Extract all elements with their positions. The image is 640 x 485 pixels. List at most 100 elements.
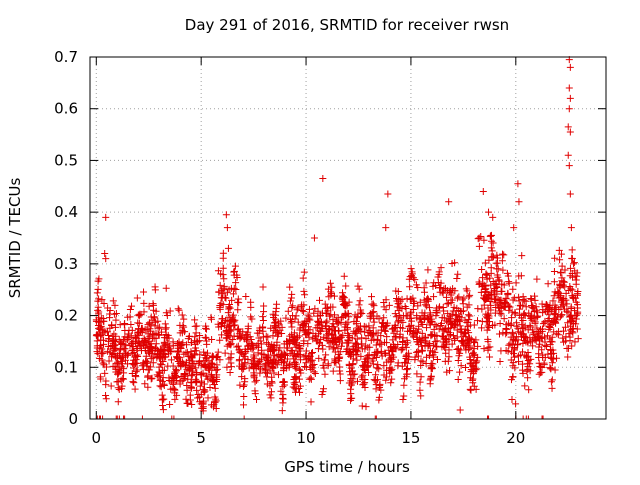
- data-point: [119, 375, 127, 383]
- data-point: [175, 306, 183, 314]
- data-point: [324, 285, 332, 293]
- data-point: [267, 394, 275, 402]
- data-point: [399, 338, 407, 346]
- data-point: [101, 327, 109, 335]
- data-point: [131, 385, 139, 393]
- data-point: [518, 321, 526, 329]
- data-point: [223, 224, 231, 232]
- y-tick-label: 0.1: [54, 358, 78, 376]
- data-point: [112, 368, 120, 376]
- data-point: [320, 333, 328, 341]
- data-point: [281, 378, 289, 386]
- data-point: [329, 303, 337, 311]
- data-point: [392, 323, 400, 331]
- data-point: [373, 376, 381, 384]
- data-point: [186, 391, 194, 399]
- data-point: [244, 355, 252, 363]
- data-point: [273, 300, 281, 308]
- data-point: [157, 383, 165, 391]
- data-point: [254, 349, 262, 357]
- data-point: [286, 283, 294, 291]
- data-point: [479, 274, 487, 282]
- data-point: [150, 330, 158, 338]
- data-point: [171, 385, 179, 393]
- data-point: [200, 388, 208, 396]
- data-point: [193, 386, 201, 394]
- data-point: [151, 283, 159, 291]
- data-point: [159, 406, 167, 414]
- data-point: [523, 360, 531, 368]
- data-point: [200, 348, 208, 356]
- data-point: [300, 308, 308, 316]
- data-point: [308, 349, 316, 357]
- data-point: [447, 330, 455, 338]
- data-point: [197, 379, 205, 387]
- data-point: [152, 345, 160, 353]
- data-point: [329, 345, 337, 353]
- data-point: [282, 314, 290, 322]
- data-point: [517, 314, 525, 322]
- data-point: [133, 294, 141, 302]
- data-point: [187, 383, 195, 391]
- data-point: [154, 317, 162, 325]
- data-point: [453, 316, 461, 324]
- data-point: [534, 312, 542, 320]
- data-point: [124, 350, 132, 358]
- data-point: [349, 371, 357, 379]
- data-point: [98, 345, 106, 353]
- data-point: [400, 392, 408, 400]
- data-point: [418, 329, 426, 337]
- data-point: [295, 341, 303, 349]
- data-point: [225, 355, 233, 363]
- data-point: [427, 332, 435, 340]
- data-point: [201, 361, 209, 369]
- data-point: [207, 313, 215, 321]
- data-point: [241, 349, 249, 357]
- data-point: [573, 311, 581, 319]
- data-point: [100, 299, 108, 307]
- data-point: [227, 326, 235, 334]
- data-point: [463, 303, 471, 311]
- data-point: [286, 360, 294, 368]
- data-point: [183, 386, 191, 394]
- data-point: [531, 319, 539, 327]
- data-point: [524, 356, 532, 364]
- data-point: [262, 364, 270, 372]
- data-point: [533, 308, 541, 316]
- data-point: [220, 275, 228, 283]
- data-point: [253, 396, 261, 404]
- data-point: [360, 366, 368, 374]
- data-point: [420, 334, 428, 342]
- x-tick-label: 15: [401, 429, 420, 447]
- data-point: [118, 340, 126, 348]
- data-point: [354, 282, 362, 290]
- data-point: [212, 397, 220, 405]
- data-point: [405, 353, 413, 361]
- data-point: [516, 302, 524, 310]
- data-point: [364, 328, 372, 336]
- data-point: [338, 333, 346, 341]
- data-point: [495, 303, 503, 311]
- data-points: [92, 56, 582, 420]
- data-point: [156, 382, 164, 390]
- data-point: [451, 311, 459, 319]
- data-point: [295, 332, 303, 340]
- data-point: [446, 317, 454, 325]
- data-point: [305, 313, 313, 321]
- data-point: [166, 400, 174, 408]
- data-point: [485, 208, 493, 216]
- data-point: [208, 335, 216, 343]
- data-point: [432, 342, 440, 350]
- data-point: [240, 335, 248, 343]
- data-point: [93, 337, 101, 345]
- data-point: [304, 354, 312, 362]
- y-tick-label: 0.5: [54, 151, 78, 169]
- data-point: [467, 335, 475, 343]
- data-point: [444, 310, 452, 318]
- data-point: [493, 282, 501, 290]
- data-point: [234, 298, 242, 306]
- data-point: [465, 329, 473, 337]
- data-point: [127, 320, 135, 328]
- data-point: [118, 385, 126, 393]
- data-point: [429, 347, 437, 355]
